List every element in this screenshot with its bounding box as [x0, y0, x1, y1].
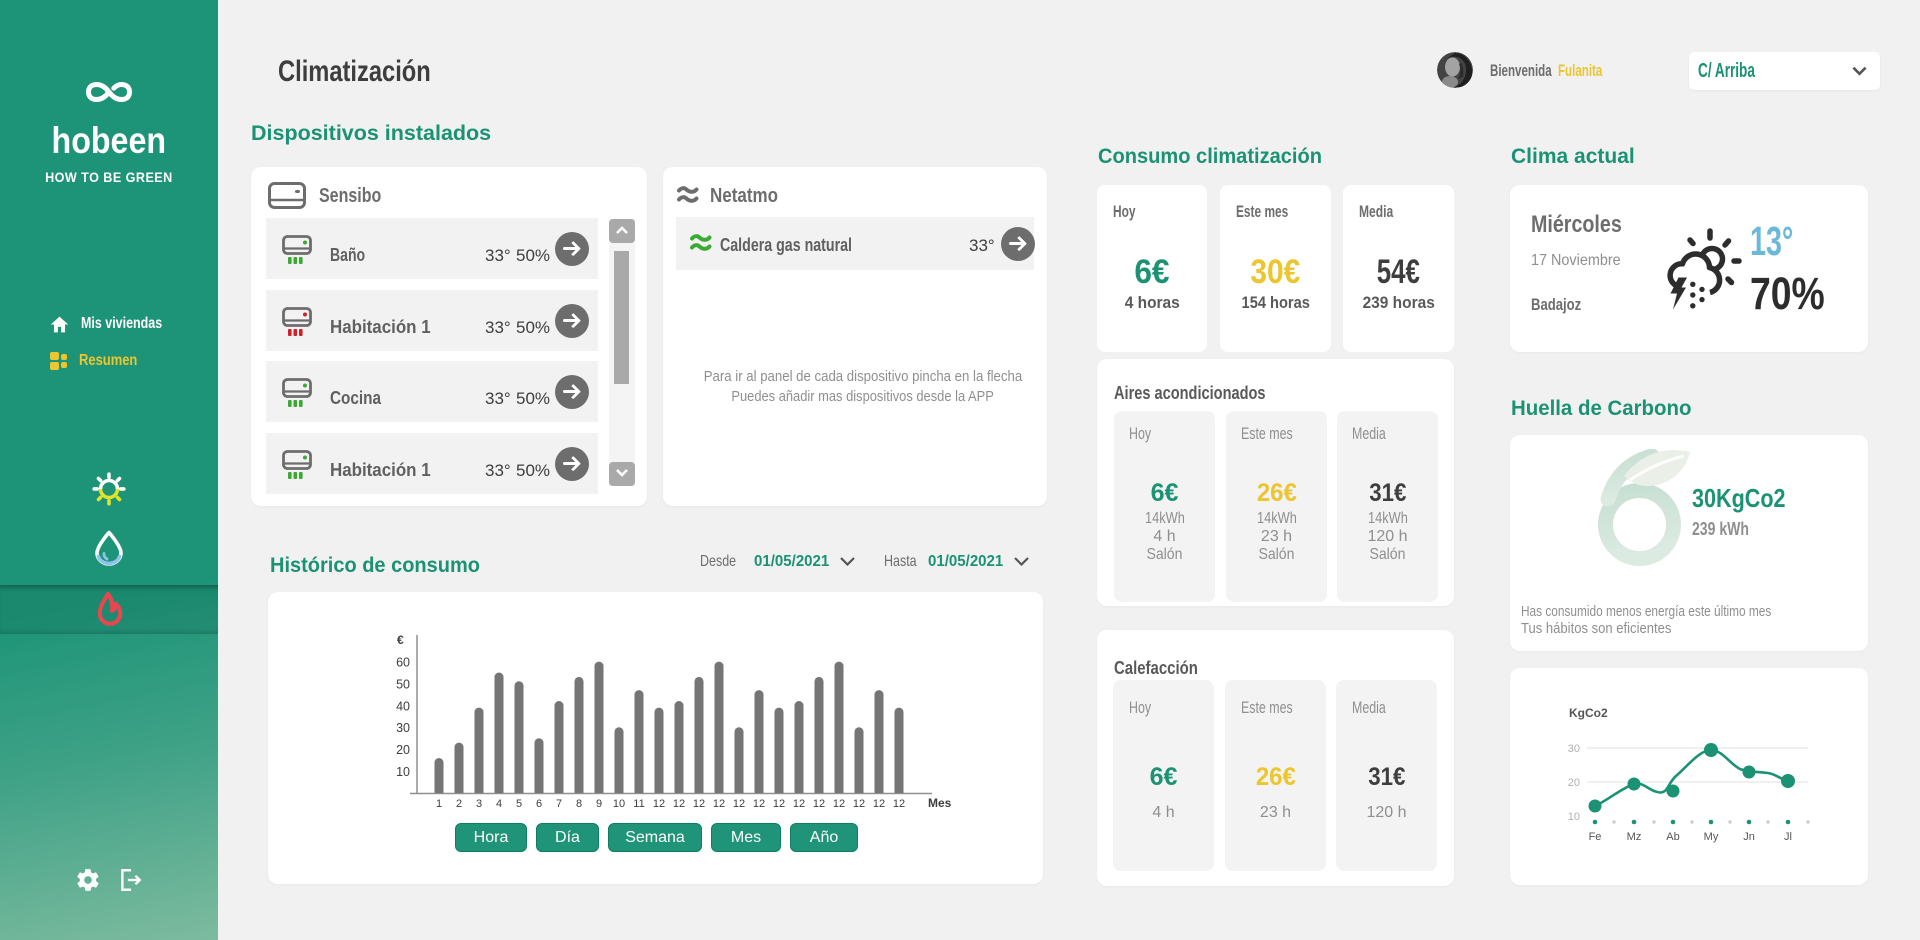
svg-text:Jl: Jl [1784, 831, 1792, 843]
svg-text:11: 11 [633, 798, 644, 810]
svg-text:10: 10 [613, 798, 625, 810]
svg-text:8: 8 [576, 798, 582, 810]
svg-text:1: 1 [436, 798, 442, 810]
svg-text:KgCo2: KgCo2 [1569, 706, 1608, 720]
svg-text:20: 20 [1568, 777, 1580, 789]
svg-text:12: 12 [793, 798, 805, 810]
svg-text:9: 9 [596, 798, 602, 810]
svg-text:12: 12 [773, 798, 785, 810]
svg-text:€: € [397, 633, 404, 647]
svg-text:12: 12 [813, 798, 825, 810]
svg-text:50: 50 [396, 677, 410, 691]
svg-text:10: 10 [1568, 811, 1580, 823]
svg-text:Mes: Mes [928, 796, 952, 810]
svg-text:12: 12 [653, 798, 665, 810]
svg-text:3: 3 [476, 798, 482, 810]
svg-text:12: 12 [693, 798, 705, 810]
svg-text:60: 60 [396, 656, 410, 670]
svg-text:30: 30 [396, 721, 410, 735]
svg-text:Jn: Jn [1743, 831, 1755, 843]
svg-text:12: 12 [713, 798, 725, 810]
svg-text:12: 12 [873, 798, 885, 810]
svg-text:5: 5 [516, 798, 522, 810]
svg-text:12: 12 [733, 798, 745, 810]
svg-text:40: 40 [396, 699, 410, 713]
svg-text:Mz: Mz [1627, 831, 1642, 843]
svg-text:20: 20 [396, 743, 410, 757]
svg-text:12: 12 [853, 798, 865, 810]
svg-text:10: 10 [396, 765, 410, 779]
svg-text:30: 30 [1568, 743, 1580, 755]
svg-text:My: My [1704, 831, 1719, 843]
svg-text:4: 4 [496, 798, 502, 810]
svg-text:12: 12 [673, 798, 685, 810]
svg-text:2: 2 [456, 798, 462, 810]
svg-text:7: 7 [556, 798, 562, 810]
svg-text:12: 12 [893, 798, 905, 810]
svg-text:6: 6 [536, 798, 542, 810]
svg-text:Ab: Ab [1666, 831, 1679, 843]
svg-text:12: 12 [753, 798, 765, 810]
svg-text:12: 12 [833, 798, 845, 810]
svg-text:Fe: Fe [1589, 831, 1602, 843]
